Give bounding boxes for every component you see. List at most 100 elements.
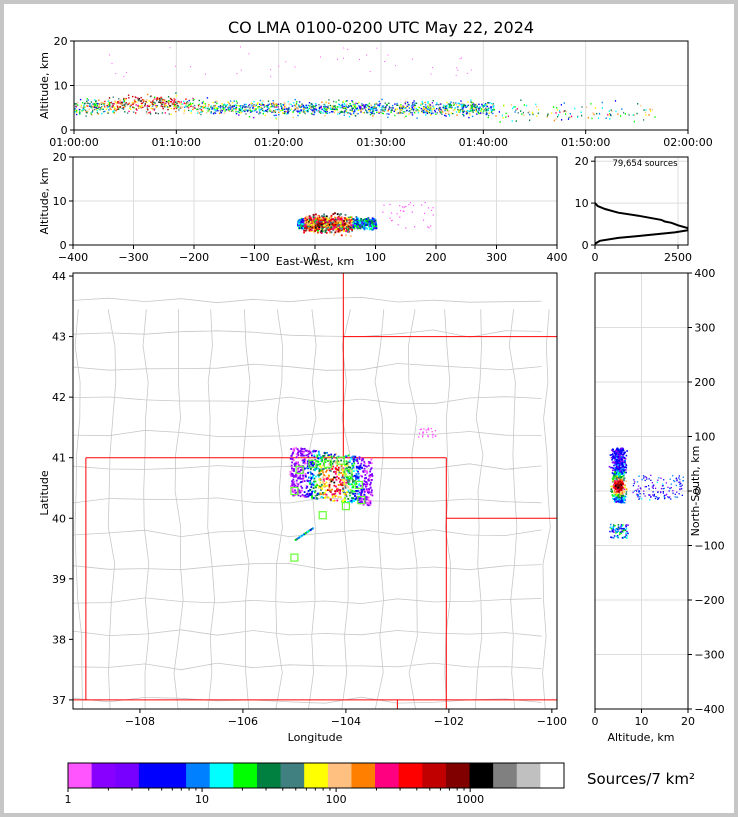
altitude-time-source [255, 108, 257, 110]
altitude-time-source [365, 104, 367, 106]
altitude-time-source [559, 111, 561, 114]
altitude-time-source [308, 105, 311, 107]
plan-view-source [309, 482, 311, 485]
altitude-time-source [556, 109, 559, 111]
altitude-time-source [307, 111, 309, 113]
plan-view-source [418, 432, 421, 434]
altitude-time-source [287, 109, 289, 111]
altitude-time-source [119, 106, 121, 109]
altitude-time-source [259, 103, 261, 105]
plan-view-source [346, 462, 348, 465]
plan-view-source [343, 476, 345, 479]
altitude-time-source [461, 107, 463, 109]
north-south-source [625, 488, 628, 490]
north-south-source [616, 487, 618, 489]
altitude-time-source [124, 103, 126, 105]
altitude-time-source [392, 107, 394, 109]
altitude-time-source [284, 106, 286, 108]
altitude-time-source [312, 105, 314, 107]
east-west-source [312, 218, 315, 221]
hist-altitude-tick-label: 10 [575, 197, 589, 210]
altitude-time-source [399, 109, 401, 111]
plan-view-source [359, 497, 362, 500]
plan-view-source [306, 453, 309, 456]
east-west-source [365, 224, 367, 226]
altitude-time-source [191, 106, 194, 108]
plan-view-source [308, 476, 311, 479]
altitude-time-source [249, 109, 251, 111]
plan-view-source [302, 476, 305, 479]
altitude-time-source [462, 111, 465, 113]
plan-view-source [342, 489, 344, 492]
altitude-time-source [468, 116, 470, 119]
altitude-time-source [565, 113, 567, 115]
plan-view-source [290, 472, 293, 475]
altitude-time-source [313, 107, 315, 109]
altitude-time-source [183, 106, 186, 108]
plan-view-source [329, 470, 332, 472]
altitude-time-source [206, 112, 208, 114]
altitude-time-source [351, 107, 353, 109]
east-west-tick-label: −400 [58, 251, 88, 264]
altitude-time-source [185, 104, 187, 106]
altitude-time-source [222, 106, 224, 108]
plan-view-source [369, 499, 372, 502]
plan-view-source [306, 531, 309, 533]
north-south-source [614, 488, 617, 490]
altitude-time-source [170, 98, 173, 101]
plan-view-source [333, 493, 335, 496]
east-west-source [373, 220, 375, 223]
altitude-time-source [263, 106, 265, 108]
altitude-time-source [122, 106, 124, 109]
plan-view-source [312, 468, 315, 471]
east-west-source [309, 221, 312, 224]
east-west-source [346, 222, 349, 224]
altitude-time-source [250, 110, 253, 112]
altitude-time-source [326, 110, 328, 113]
altitude-time-source [468, 112, 471, 114]
plan-view-source [353, 474, 356, 477]
altitude-time-source [408, 113, 410, 115]
altitude-time-source [292, 116, 294, 119]
altitude-time-source [253, 108, 256, 110]
plan-view-source [315, 483, 318, 486]
altitude-time-source [339, 106, 342, 109]
altitude-time-source [162, 99, 164, 102]
east-west-source [359, 227, 362, 230]
altitude-time-source [140, 106, 142, 108]
north-south-source [616, 466, 618, 468]
altitude-time-source [447, 103, 449, 105]
plan-view-source [302, 461, 305, 464]
altitude-time-source [388, 102, 390, 104]
plan-view-source [340, 459, 343, 462]
altitude-time-source [390, 111, 392, 114]
altitude-time-source [102, 103, 105, 105]
altitude-time-source [586, 106, 588, 108]
plan-view-source [347, 470, 350, 473]
altitude-time-source [457, 106, 459, 108]
east-west-source [318, 220, 321, 223]
plan-view-source [357, 472, 360, 475]
altitude-time-source [253, 116, 255, 119]
count-tick-label: 0 [592, 251, 599, 264]
altitude-time-source [522, 111, 524, 114]
east-west-source [318, 226, 321, 228]
altitude-time-source [402, 112, 404, 114]
plan-view-source [347, 478, 349, 481]
plan-view-source [293, 484, 295, 487]
altitude-time-source [281, 106, 283, 108]
plan-view-source [368, 479, 370, 482]
altitude-time-source [429, 109, 431, 112]
plan-view-source [363, 477, 366, 480]
altitude-time-source [196, 108, 198, 111]
east-west-source [329, 231, 332, 234]
altitude-time-source [427, 107, 430, 109]
altitude-time-source [277, 106, 279, 108]
altitude-time-source [430, 108, 432, 111]
altitude-time-source [183, 102, 185, 105]
east-west-source [304, 229, 307, 232]
altitude-time-source [320, 105, 322, 108]
altitude-time-source [480, 108, 483, 110]
altitude-time-source [498, 111, 500, 113]
altitude-time-source [123, 99, 125, 101]
